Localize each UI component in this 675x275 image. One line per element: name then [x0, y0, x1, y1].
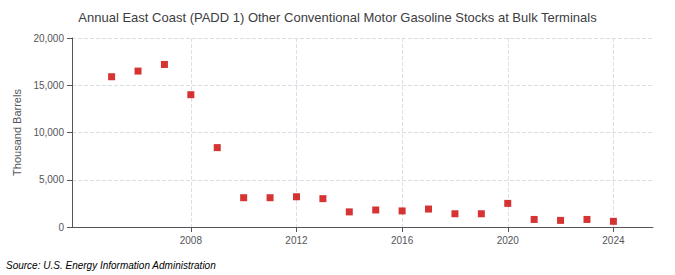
svg-text:Source: U.S. Energy Informatio: Source: U.S. Energy Information Administ… — [6, 260, 216, 271]
svg-text:2008: 2008 — [180, 235, 203, 246]
svg-text:2012: 2012 — [285, 235, 308, 246]
svg-text:2020: 2020 — [497, 235, 520, 246]
svg-text:Annual East Coast (PADD 1) Oth: Annual East Coast (PADD 1) Other Convent… — [78, 10, 597, 25]
svg-text:5,000: 5,000 — [39, 174, 64, 185]
svg-text:2024: 2024 — [602, 235, 625, 246]
svg-text:0: 0 — [58, 222, 64, 233]
svg-text:10,000: 10,000 — [33, 127, 64, 138]
svg-text:2016: 2016 — [391, 235, 414, 246]
svg-text:20,000: 20,000 — [33, 33, 64, 44]
svg-text:Thousand Barrels: Thousand Barrels — [11, 89, 23, 176]
svg-text:15,000: 15,000 — [33, 80, 64, 91]
